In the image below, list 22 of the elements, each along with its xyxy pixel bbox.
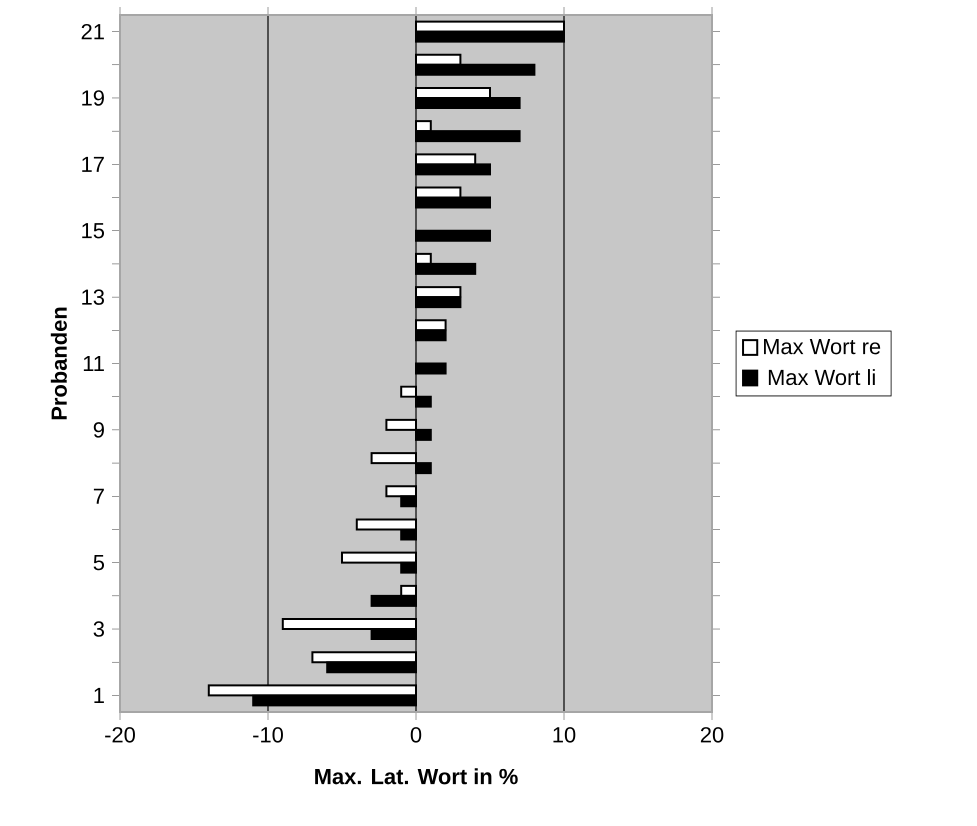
y-tick-label: 11 <box>84 356 104 372</box>
bar <box>415 230 491 242</box>
y-tick-label: 5 <box>94 555 104 570</box>
y-tick-label: 9 <box>94 422 104 438</box>
y-tick-label: 17 <box>82 156 104 172</box>
x-tick-label: 10 <box>553 727 576 743</box>
y-axis-title: Probanden <box>50 308 67 420</box>
y-tick-label: 13 <box>82 289 104 305</box>
legend-label: Max Wort li <box>768 369 875 386</box>
x-tick-label: -20 <box>105 727 135 743</box>
bar <box>415 362 447 374</box>
y-tick-label: 19 <box>82 90 104 106</box>
y-tick-label: 1 <box>94 688 104 703</box>
legend-label: Max Wort re <box>764 339 880 354</box>
y-tick-label: 7 <box>94 488 104 504</box>
y-tick-label: 21 <box>82 24 104 40</box>
y-tick-label: 3 <box>94 621 104 637</box>
x-tick-label: 20 <box>700 727 724 743</box>
x-tick-label: 0 <box>410 727 422 743</box>
x-axis-title: Max. Lat. Wort in % <box>315 768 518 784</box>
x-tick-label: -10 <box>253 727 283 743</box>
y-tick-label: 15 <box>82 223 104 238</box>
